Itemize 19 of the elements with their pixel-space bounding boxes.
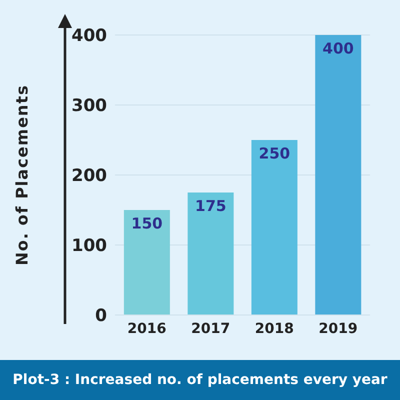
bar xyxy=(124,210,170,315)
y-tick-label: 200 xyxy=(72,166,108,186)
bar xyxy=(251,140,298,315)
x-tick-label: 2019 xyxy=(318,320,358,337)
y-tick-label: 0 xyxy=(95,306,108,326)
x-tick-label: 2018 xyxy=(254,320,294,337)
data-label: 400 xyxy=(322,40,354,58)
x-tick-label: 2017 xyxy=(191,320,230,337)
y-tick-label: 400 xyxy=(72,26,108,46)
bar xyxy=(188,192,234,315)
data-label: 150 xyxy=(131,214,163,233)
text: Plot-3 : Increased no. of placements every year xyxy=(0,360,400,400)
data-label: 250 xyxy=(258,144,290,163)
y-axis-title: No. of Placements xyxy=(12,84,32,266)
y-tick-label: 300 xyxy=(72,96,108,116)
y-tick-label: 100 xyxy=(72,236,108,256)
bar xyxy=(315,35,362,315)
data-label: 175 xyxy=(195,197,226,216)
x-tick-label: 2016 xyxy=(127,320,166,337)
